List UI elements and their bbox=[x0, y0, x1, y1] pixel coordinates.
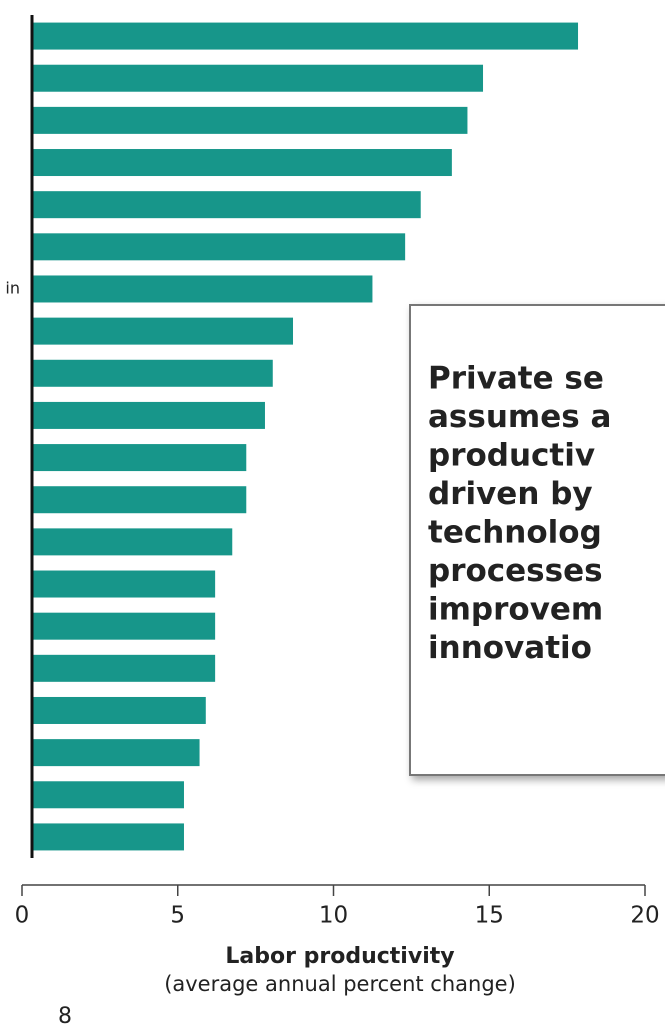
bar bbox=[33, 654, 216, 682]
bar bbox=[33, 696, 206, 724]
bar bbox=[33, 401, 265, 429]
bar bbox=[33, 22, 579, 50]
page-number: 8 bbox=[58, 1004, 72, 1029]
y-tick-label: in bbox=[5, 278, 20, 297]
annotation-line: improvem bbox=[428, 592, 603, 628]
x-tick-label: 10 bbox=[319, 903, 348, 929]
bar bbox=[33, 486, 247, 514]
annotation-line: productiv bbox=[428, 438, 595, 474]
x-tick-label: 5 bbox=[170, 903, 185, 929]
bar bbox=[33, 612, 216, 640]
bar bbox=[33, 106, 468, 134]
bar bbox=[33, 64, 484, 92]
x-tick-label: 0 bbox=[15, 903, 30, 929]
bar bbox=[33, 444, 247, 472]
x-axis-title: Labor productivity bbox=[225, 944, 454, 969]
bar bbox=[33, 781, 184, 809]
annotation-line: processes bbox=[428, 553, 603, 589]
bar bbox=[33, 823, 184, 851]
annotation-line: Private se bbox=[428, 361, 604, 397]
annotation-line: driven by bbox=[428, 476, 593, 512]
x-axis-subtitle: (average annual percent change) bbox=[164, 972, 516, 996]
bar bbox=[33, 317, 294, 345]
x-tick-label: 20 bbox=[630, 903, 659, 929]
bar bbox=[33, 739, 200, 767]
bar bbox=[33, 191, 421, 219]
bar bbox=[33, 570, 216, 598]
bar bbox=[33, 528, 233, 556]
annotation-line: innovatio bbox=[428, 630, 592, 666]
annotation-line: technolog bbox=[428, 515, 602, 551]
annotation-box bbox=[409, 304, 665, 776]
bar bbox=[33, 149, 452, 177]
x-tick-label: 15 bbox=[475, 903, 504, 929]
bar bbox=[33, 233, 406, 261]
bar bbox=[33, 275, 373, 303]
annotation-line: assumes a bbox=[428, 399, 611, 435]
bar bbox=[33, 359, 273, 387]
